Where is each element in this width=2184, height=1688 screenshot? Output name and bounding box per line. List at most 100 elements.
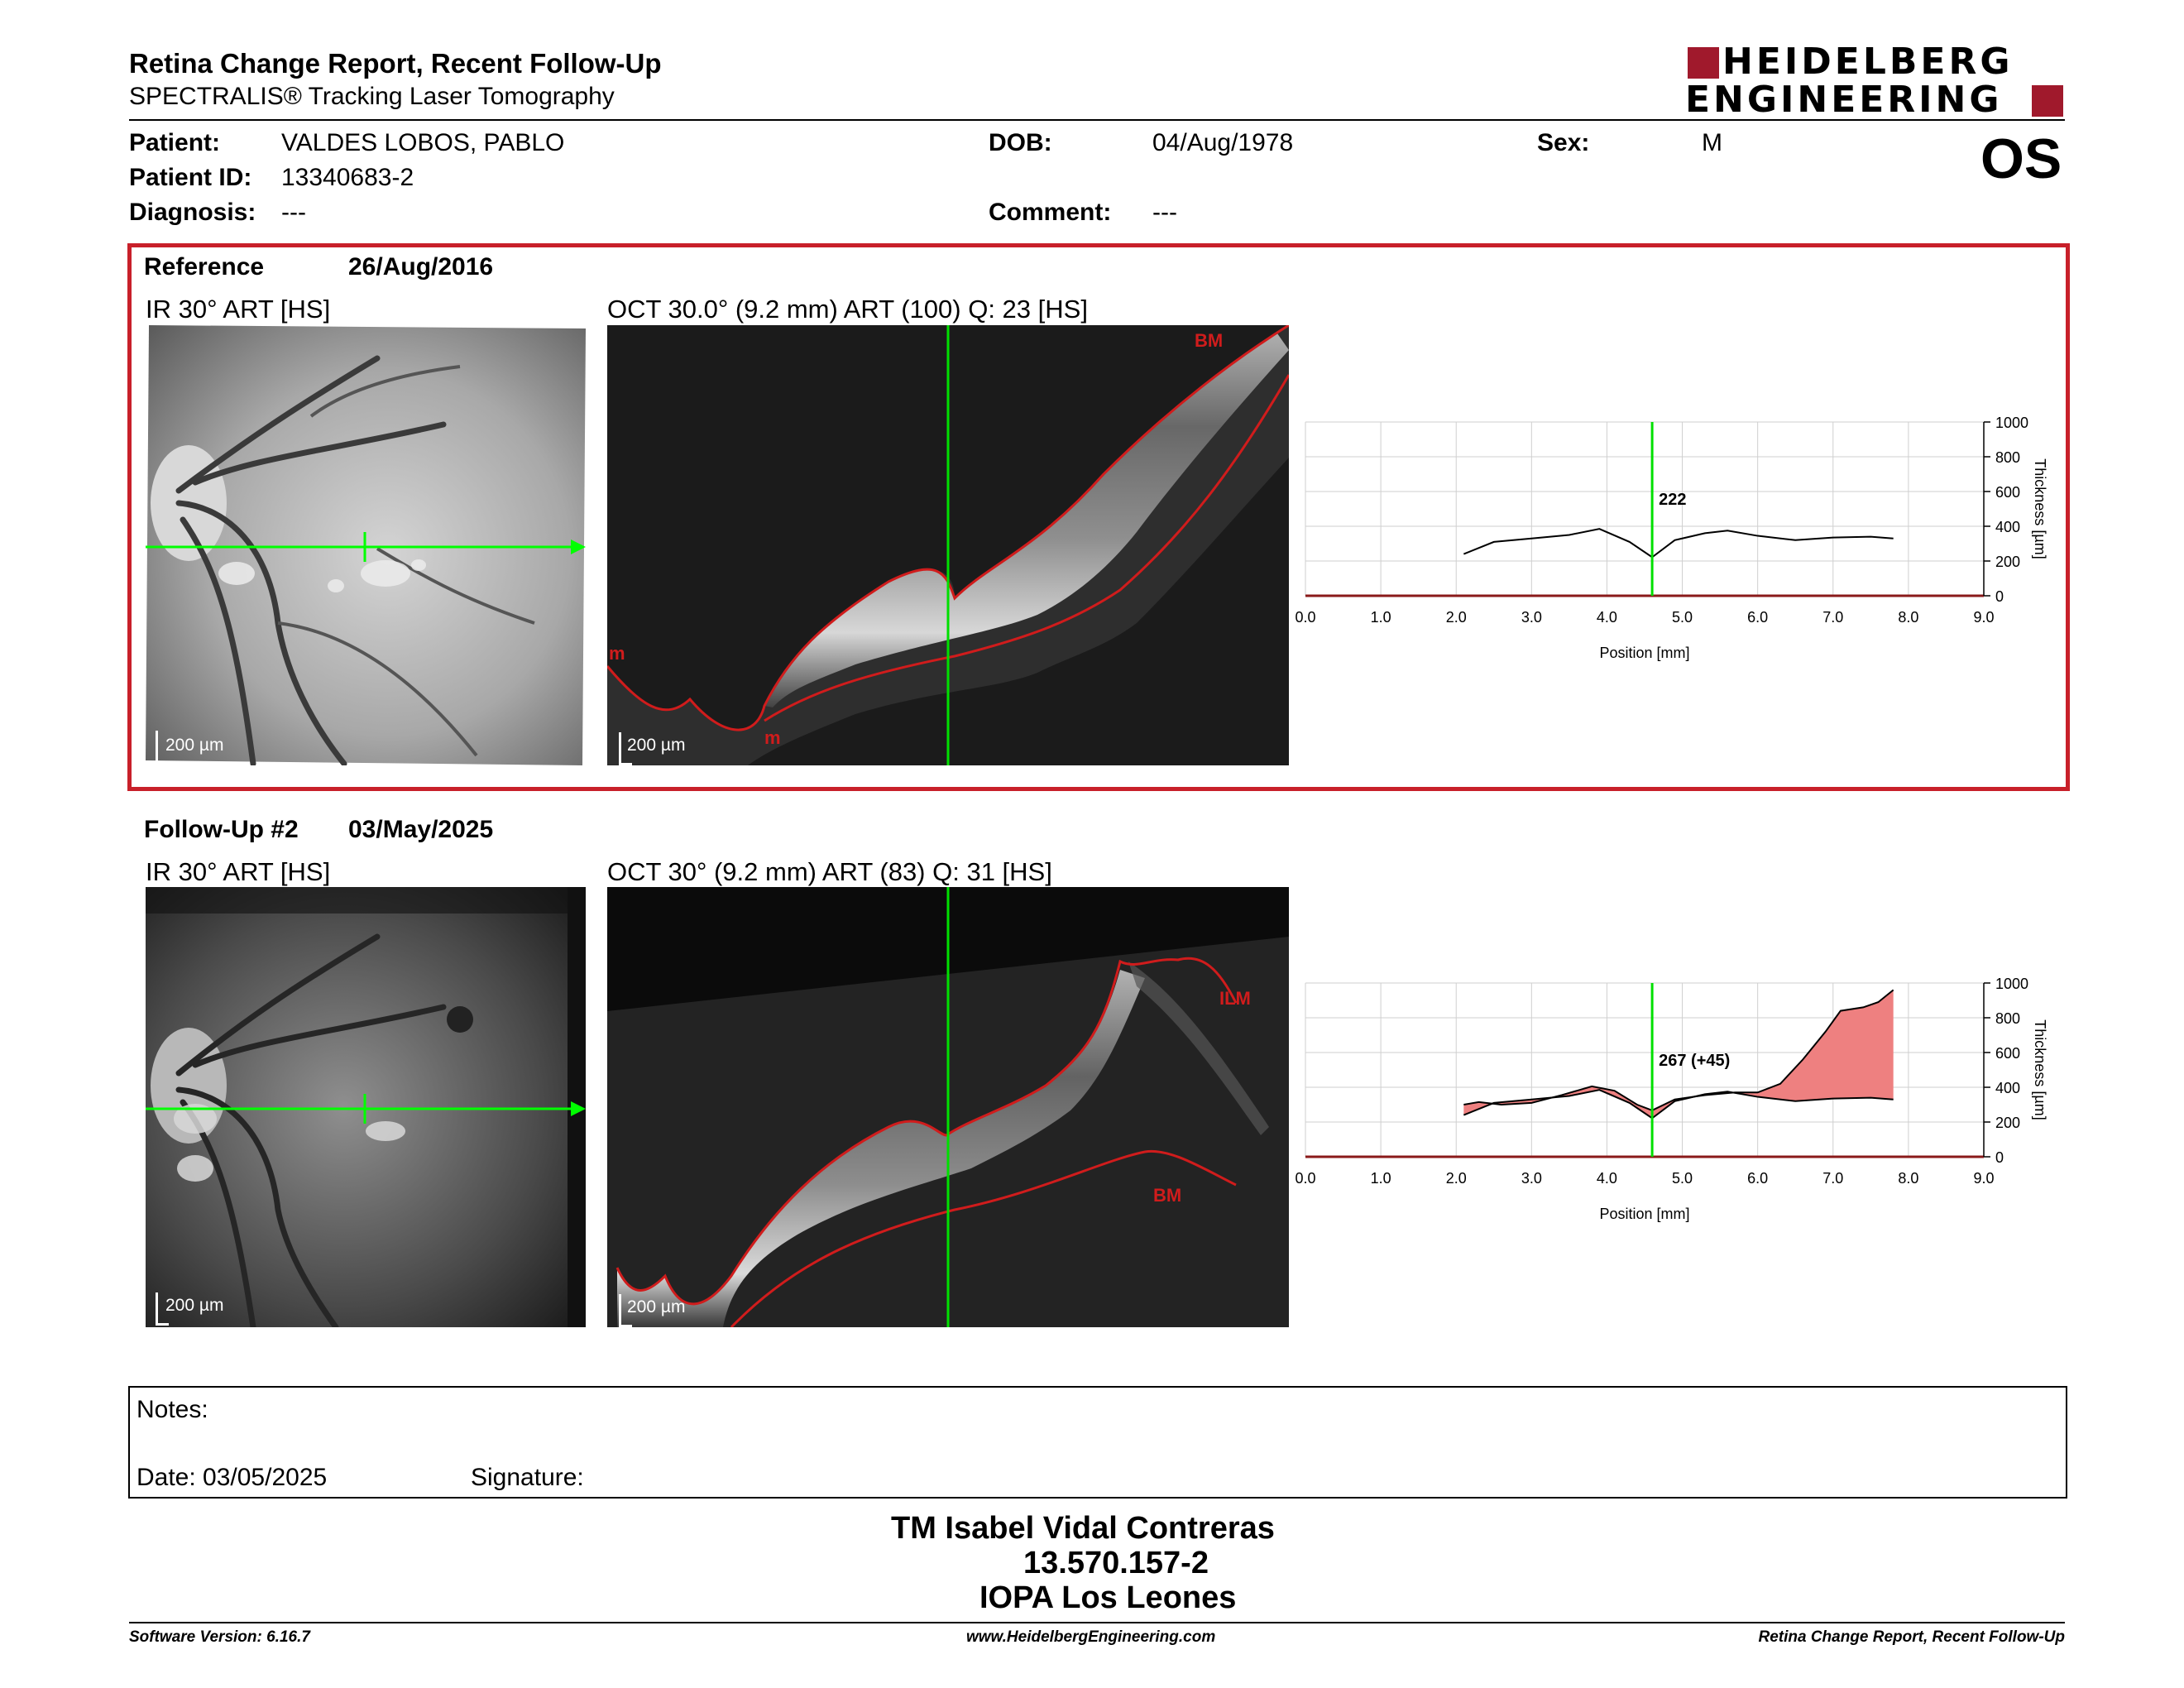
x-tick-label: 8.0 (1898, 609, 1918, 626)
y-tick-label: 800 (1995, 1010, 2020, 1027)
followup-label: Follow-Up #2 (144, 816, 299, 843)
patient-id-label: Patient ID: (129, 164, 252, 191)
x-tick-label: 0.0 (1295, 1170, 1315, 1187)
x-axis-label: Position [mm] (1599, 645, 1689, 661)
diagnosis-label: Diagnosis: (129, 199, 256, 226)
notes-date: Date: 03/05/2025 (136, 1464, 328, 1491)
y-axis-label: Thickness [µm] (2032, 458, 2048, 559)
seg-label-ilm: ILM (1219, 988, 1251, 1009)
x-tick-label: 6.0 (1747, 1170, 1768, 1187)
x-tick-label: 3.0 (1521, 1170, 1542, 1187)
seg-label-bm-followup: BM (1153, 1185, 1181, 1206)
logo-line2: ENGINEERING (1685, 79, 2003, 121)
x-tick-label: 3.0 (1521, 609, 1542, 626)
dob-value: 04/Aug/1978 (1152, 129, 1294, 156)
x-axis-label: Position [mm] (1599, 1206, 1689, 1222)
followup-oct-scalebar: 200 µm (619, 1291, 718, 1327)
x-tick-label: 1.0 (1371, 609, 1391, 626)
thickness-line-series-1 (1463, 1089, 1894, 1120)
x-tick-label: 4.0 (1597, 1170, 1617, 1187)
patient-id-value: 13340683-2 (281, 164, 414, 191)
y-tick-label: 1000 (1995, 415, 2028, 431)
logo-square-bottom (2032, 85, 2063, 117)
x-tick-label: 1.0 (1371, 1170, 1391, 1187)
reference-oct-title: OCT 30.0° (9.2 mm) ART (100) Q: 23 [HS] (607, 295, 1088, 324)
x-tick-label: 5.0 (1672, 609, 1693, 626)
followup-fundus-svg (146, 887, 586, 1327)
reference-ir-title: IR 30° ART [HS] (146, 295, 331, 324)
x-tick-label: 2.0 (1446, 1170, 1467, 1187)
comment-value: --- (1152, 199, 1177, 226)
patient-label: Patient: (129, 129, 221, 156)
signature-label: Signature: (471, 1464, 584, 1491)
comment-label: Comment: (989, 199, 1112, 226)
followup-oct-image: ILM BM 200 µm (607, 887, 1289, 1327)
y-tick-label: 600 (1995, 484, 2020, 501)
website-link[interactable]: www.HeidelbergEngineering.com (966, 1628, 1216, 1646)
x-tick-label: 0.0 (1295, 609, 1315, 626)
y-axis-label: Thickness [µm] (2032, 1019, 2048, 1120)
followup-thickness-chart: 0 200 400 600 800 1000 0.0 1.0 2.0 3.0 4.0 5.0 6.0 7.… (1295, 976, 2048, 1222)
x-tick-label: 4.0 (1597, 609, 1617, 626)
y-tick-label: 200 (1995, 554, 2020, 570)
reference-label: Reference (144, 253, 265, 281)
followup-date: 03/May/2025 (348, 816, 494, 843)
patient-name: VALDES LOBOS, PABLO (281, 129, 565, 156)
followup-oct-title: OCT 30° (9.2 mm) ART (83) Q: 31 [HS] (607, 857, 1052, 886)
signer-id: 13.570.157-2 (1023, 1546, 1209, 1580)
logo-square-top (1688, 47, 1719, 79)
thickness-readout: 267 (+45) (1659, 1052, 1730, 1070)
x-tick-label: 8.0 (1898, 1170, 1918, 1187)
followup-ir-image: 200 µm (146, 887, 586, 1327)
y-tick-label: 800 (1995, 449, 2020, 466)
seg-label-bm: BM (1195, 330, 1223, 351)
reference-ir-image: 200 µm (146, 325, 586, 765)
thickness-line-series-0 (1463, 528, 1894, 559)
y-tick-label: 400 (1995, 1080, 2020, 1096)
y-tick-label: 0 (1995, 1149, 2004, 1166)
reference-date: 26/Aug/2016 (348, 253, 494, 281)
reference-oct-svg: BM m m (607, 325, 1289, 765)
reference-fundus-svg (146, 325, 586, 765)
diagnosis-value: --- (281, 199, 306, 226)
reference-oct-scalebar: 200 µm (619, 729, 718, 765)
followup-ir-title: IR 30° ART [HS] (146, 857, 331, 886)
sex-value: M (1702, 129, 1722, 156)
y-tick-label: 200 (1995, 1115, 2020, 1131)
y-tick-label: 600 (1995, 1045, 2020, 1062)
header-divider (129, 119, 2065, 121)
report-title: Retina Change Report, Recent Follow-Up (129, 48, 662, 79)
reference-frame (127, 243, 2070, 791)
x-tick-label: 7.0 (1822, 1170, 1843, 1187)
y-tick-label: 400 (1995, 519, 2020, 535)
x-tick-label: 9.0 (1973, 1170, 1994, 1187)
x-tick-label: 2.0 (1446, 609, 1467, 626)
thickness-change-area (1463, 990, 1894, 1119)
reference-ir-scalebar: 200 µm (156, 727, 255, 764)
signer-institution: IOPA Los Leones (979, 1580, 1237, 1615)
reference-oct-image: BM m m 200 µm (607, 325, 1289, 765)
notes-box: Notes: Date: 03/05/2025 Signature: (128, 1386, 2067, 1499)
reference-thickness-chart: 0 200 400 600 800 1000 0.0 1.0 2.0 3.0 4.0 5.0 6.0 7.… (1295, 415, 2048, 661)
x-tick-label: 7.0 (1822, 609, 1843, 626)
thickness-readout: 222 (1659, 491, 1686, 509)
y-tick-label: 1000 (1995, 976, 2028, 992)
report-subtitle: SPECTRALIS® Tracking Laser Tomography (129, 83, 615, 110)
x-tick-label: 6.0 (1747, 609, 1768, 626)
footer-divider (129, 1622, 2065, 1623)
dob-label: DOB: (989, 129, 1052, 156)
notes-label: Notes: (136, 1396, 208, 1423)
followup-ir-scalebar: 200 µm (156, 1289, 255, 1326)
software-version: Software Version: 6.16.7 (129, 1628, 310, 1646)
seg-label-m2: m (764, 727, 781, 748)
eye-indicator: OS (1980, 127, 2062, 190)
logo-line1: HEIDELBERG (1722, 41, 2014, 83)
footer-report-name: Retina Change Report, Recent Follow-Up (1758, 1628, 2065, 1646)
y-tick-label: 0 (1995, 588, 2004, 605)
x-tick-label: 5.0 (1672, 1170, 1693, 1187)
followup-oct-svg: ILM BM (607, 887, 1289, 1327)
sex-label: Sex: (1537, 129, 1590, 156)
signer-name: TM Isabel Vidal Contreras (891, 1511, 1275, 1546)
seg-label-m1: m (609, 643, 625, 664)
x-tick-label: 9.0 (1973, 609, 1994, 626)
